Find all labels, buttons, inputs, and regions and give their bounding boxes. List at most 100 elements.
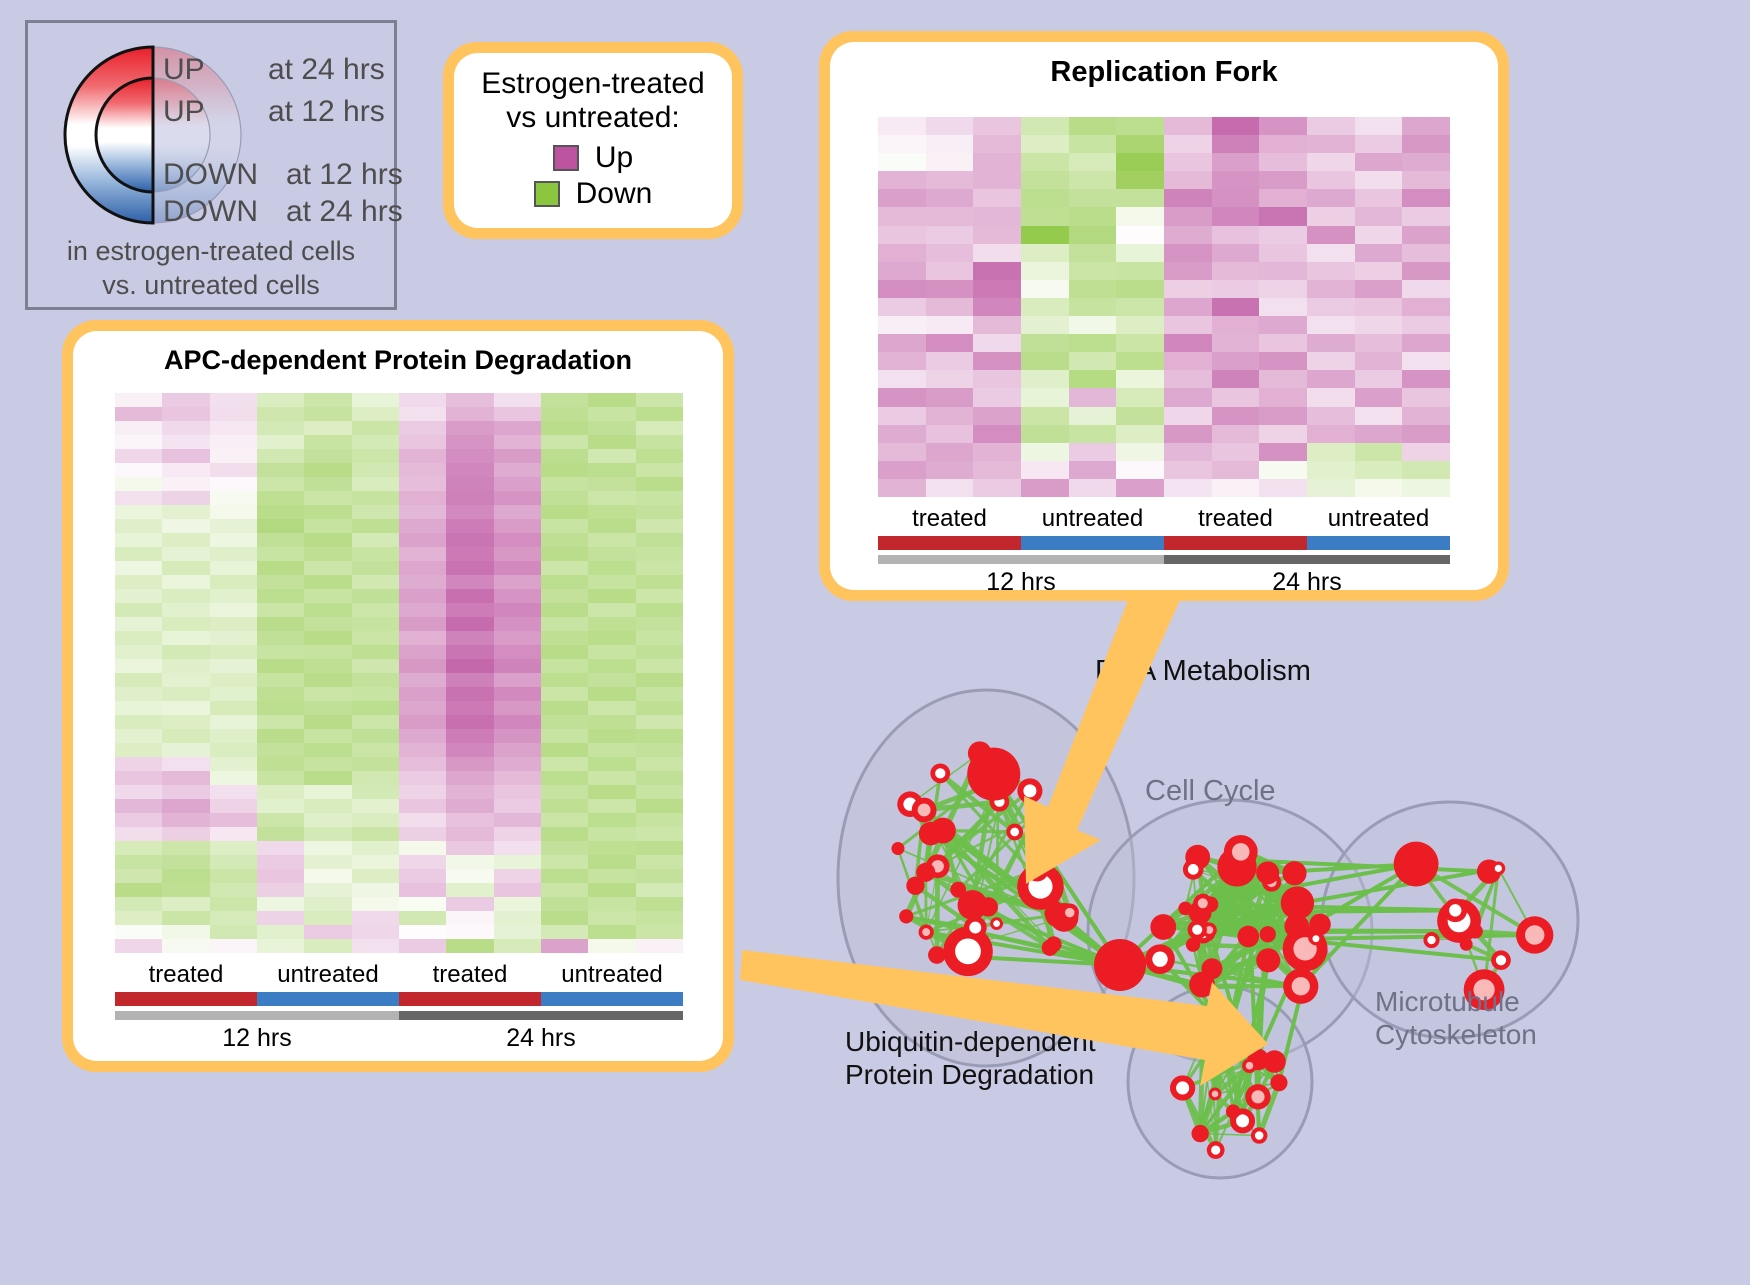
heatmap-cell — [162, 715, 209, 729]
network-node[interactable] — [1195, 980, 1210, 995]
heatmap-cell — [541, 505, 588, 519]
network-node[interactable] — [1191, 1125, 1208, 1142]
heatmap-cell — [446, 463, 493, 477]
heatmap-cell — [926, 244, 974, 262]
network-node-core — [1010, 828, 1019, 837]
heatmap-cell — [446, 939, 493, 953]
heatmap-cell — [1116, 153, 1164, 171]
network-node[interactable] — [1025, 804, 1047, 826]
heatmap-cell — [1021, 262, 1069, 280]
estrogen-legend-title: Estrogen-treated vs untreated: — [472, 67, 714, 134]
timepoint-label: 24 hrs — [1164, 568, 1450, 597]
network-node-core — [1176, 1081, 1189, 1094]
heatmap-cell — [115, 393, 162, 407]
network-node[interactable] — [1282, 861, 1306, 885]
heatmap-cell — [115, 505, 162, 519]
network-node[interactable] — [906, 877, 924, 895]
heatmap-cell — [210, 925, 257, 939]
heatmap-cell — [257, 589, 304, 603]
network-node[interactable] — [891, 842, 904, 855]
heatmap-cell — [399, 505, 446, 519]
heatmap-cell — [162, 855, 209, 869]
heatmap-cell — [1402, 425, 1450, 443]
heatmap-cell — [878, 334, 926, 352]
heatmap-cell — [1402, 407, 1450, 425]
heatmap-cell — [1021, 443, 1069, 461]
network-node[interactable] — [1309, 914, 1331, 936]
heatmap-cell — [352, 463, 399, 477]
heatmap-cell — [352, 519, 399, 533]
heatmap-cell — [446, 841, 493, 855]
network-node[interactable] — [967, 748, 1020, 801]
heatmap-cell — [588, 701, 635, 715]
heatmap-cell — [1212, 244, 1260, 262]
heatmap-cell — [210, 799, 257, 813]
network-node[interactable] — [1201, 958, 1222, 979]
heatmap-cell — [588, 631, 635, 645]
microtubule-line2: Cytoskeleton — [1375, 1019, 1537, 1050]
group-label: untreated — [1021, 505, 1164, 533]
heatmap-cell — [210, 869, 257, 883]
legend-time-up-12: at 12 hrs — [268, 95, 385, 129]
network-node[interactable] — [1270, 1074, 1287, 1091]
legend-keyword-up-12: UP — [163, 95, 205, 129]
heatmap-cell — [1212, 479, 1260, 497]
heatmap-cell — [399, 897, 446, 911]
heatmap-cell — [446, 603, 493, 617]
heatmap-cell — [162, 589, 209, 603]
network-node[interactable] — [958, 890, 988, 920]
network-node[interactable] — [899, 909, 913, 923]
network-graph — [790, 620, 1750, 1280]
network-node[interactable] — [928, 946, 946, 964]
network-node[interactable] — [1281, 886, 1314, 919]
heatmap-cell — [352, 673, 399, 687]
heatmap-cell — [352, 393, 399, 407]
network-node[interactable] — [1260, 926, 1276, 942]
heatmap-cell — [588, 799, 635, 813]
heatmap-cell — [446, 407, 493, 421]
network-node[interactable] — [1256, 861, 1279, 884]
heatmap-cell — [257, 911, 304, 925]
network-node[interactable] — [1094, 939, 1146, 991]
heatmap-cell — [446, 533, 493, 547]
heatmap-cell — [541, 421, 588, 435]
heatmap-cell — [494, 939, 541, 953]
legend-time-down-12: at 12 hrs — [286, 158, 403, 192]
heatmap-cell — [162, 631, 209, 645]
network-node[interactable] — [1226, 1104, 1240, 1118]
network-node[interactable] — [1256, 948, 1280, 972]
network-node-core — [1495, 865, 1502, 872]
heatmap-cell — [1307, 226, 1355, 244]
heatmap-cell — [115, 449, 162, 463]
heatmap-cell — [446, 925, 493, 939]
network-node[interactable] — [1046, 936, 1062, 952]
network-node[interactable] — [1044, 906, 1058, 920]
heatmap-cell — [352, 505, 399, 519]
network-node[interactable] — [1236, 1036, 1253, 1053]
heatmap-cell — [1307, 153, 1355, 171]
heatmap-cell — [1259, 352, 1307, 370]
network-node[interactable] — [1150, 914, 1176, 940]
heatmap-cell — [162, 757, 209, 771]
heatmap-cell — [210, 645, 257, 659]
network-node[interactable] — [1237, 926, 1259, 948]
heatmap-cell — [1402, 280, 1450, 298]
heatmap-cell — [304, 617, 351, 631]
heatmap-cell — [1402, 153, 1450, 171]
heatmap-cell — [162, 645, 209, 659]
heatmap-cell — [210, 449, 257, 463]
heatmap-cell — [210, 617, 257, 631]
heatmap-cell — [541, 575, 588, 589]
heatmap-cell — [541, 645, 588, 659]
heatmap-cell — [1355, 316, 1403, 334]
heatmap-cell — [588, 659, 635, 673]
heatmap-cell — [973, 425, 1021, 443]
heatmap-cell — [1402, 298, 1450, 316]
network-node[interactable] — [919, 822, 943, 846]
heatmap-cell — [115, 659, 162, 673]
heatmap-cell — [304, 603, 351, 617]
heatmap-cell — [115, 883, 162, 897]
network-node[interactable] — [1394, 842, 1439, 887]
heatmap-cell — [352, 757, 399, 771]
heatmap-cell — [636, 575, 683, 589]
